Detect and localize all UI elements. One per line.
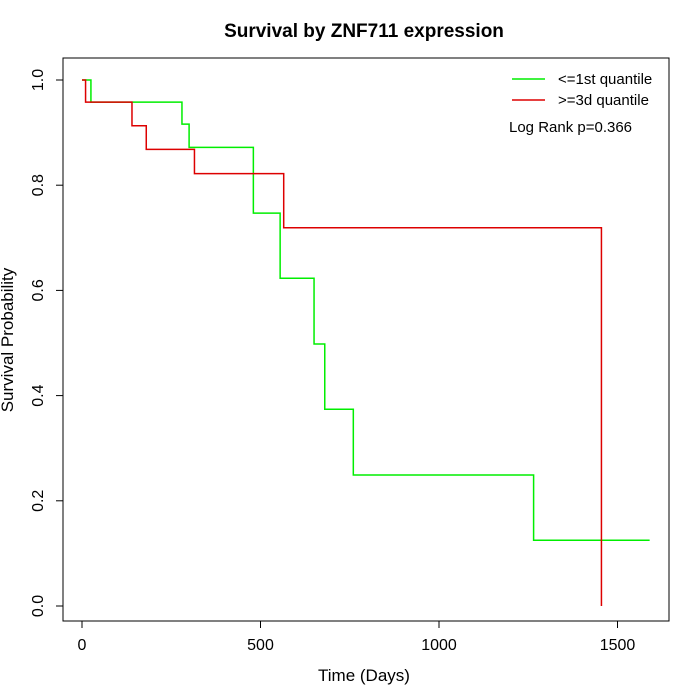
y-tick-label: 0.8	[30, 174, 47, 196]
y-tick-label: 0.0	[30, 595, 47, 617]
series-line-2	[82, 79, 603, 606]
plot-frame	[62, 57, 670, 622]
y-axis-label: Survival Probability	[0, 267, 17, 412]
x-axis-label: Time (Days)	[318, 666, 410, 685]
x-axis: 0 500 1000 1500	[78, 620, 636, 654]
series-layer	[82, 79, 650, 606]
series-line-1	[82, 79, 650, 541]
y-tick-label: 0.2	[30, 490, 47, 512]
legend: <=1st quantile >=3d quantile	[512, 71, 652, 109]
x-tick-label: 0	[78, 637, 87, 654]
chart-title: Survival by ZNF711 expression	[224, 21, 504, 42]
y-tick-label: 0.4	[30, 384, 47, 406]
log-rank-annotation: Log Rank p=0.366	[509, 119, 632, 136]
x-tick-label: 500	[247, 637, 274, 654]
y-tick-label: 0.6	[30, 279, 47, 301]
y-axis: 0.0 0.2 0.4 0.6 0.8 1.0	[30, 69, 64, 617]
legend-label-2: >=3d quantile	[558, 92, 649, 109]
y-tick-label: 1.0	[30, 69, 47, 91]
legend-label-1: <=1st quantile	[558, 71, 652, 88]
x-tick-label: 1500	[600, 637, 636, 654]
x-tick-label: 1000	[421, 637, 457, 654]
